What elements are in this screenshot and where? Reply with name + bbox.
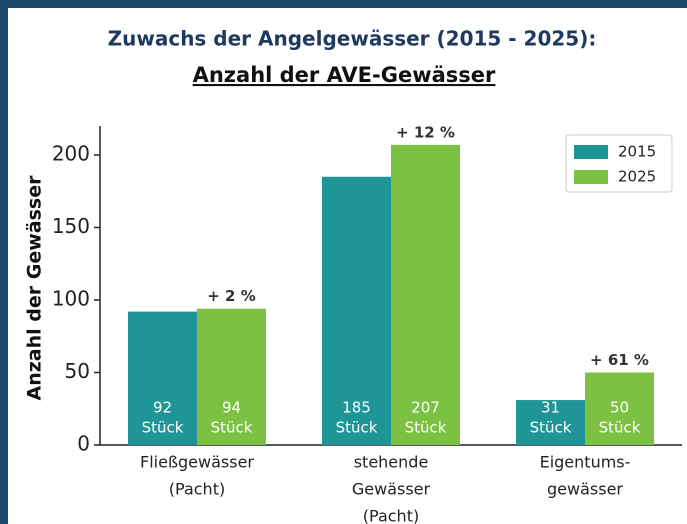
- chart-title: Zuwachs der Angelgewässer (2015 - 2025):: [108, 27, 597, 51]
- legend-label: 2025: [618, 168, 656, 186]
- y-tick-label: 200: [52, 142, 90, 166]
- y-tick-label: 100: [52, 287, 90, 311]
- annotation: + 61 %: [590, 351, 649, 369]
- value-label: 94: [222, 399, 241, 417]
- value-label: 50: [610, 399, 629, 417]
- bar: [516, 400, 585, 445]
- x-tick-label: (Pacht): [363, 507, 419, 524]
- x-tick-label: Eigentums-: [540, 453, 631, 472]
- x-tick-label: gewässer: [547, 480, 623, 499]
- bar: [585, 372, 654, 445]
- x-tick-label: stehende: [354, 453, 429, 472]
- y-tick-label: 150: [52, 214, 90, 238]
- bar: [128, 311, 197, 445]
- value-label: Stück: [336, 419, 378, 437]
- value-label: Stück: [405, 419, 447, 437]
- legend-swatch: [574, 145, 608, 159]
- y-tick-label: 50: [65, 359, 90, 383]
- x-tick-label: (Pacht): [169, 480, 225, 499]
- y-tick-label: 0: [77, 432, 90, 456]
- value-label: 92: [153, 399, 172, 417]
- annotation: + 2 %: [207, 287, 255, 305]
- value-label: Stück: [142, 419, 184, 437]
- y-axis-label: Anzahl der Gewässer: [24, 175, 46, 401]
- bar: [197, 308, 266, 445]
- x-tick-label: Gewässer: [352, 480, 431, 499]
- chart-subtitle: Anzahl der AVE-Gewässer: [193, 63, 496, 87]
- value-label: 185: [342, 399, 371, 417]
- frame-left: [0, 0, 8, 524]
- value-label: Stück: [599, 419, 641, 437]
- value-label: Stück: [530, 419, 572, 437]
- bar: [322, 176, 391, 445]
- bar: [391, 144, 460, 445]
- annotation: + 12 %: [396, 123, 455, 141]
- x-tick-label: Fließgewässer: [140, 453, 254, 472]
- legend-swatch: [574, 170, 608, 184]
- frame-top: [0, 0, 687, 8]
- legend-label: 2015: [618, 143, 656, 161]
- value-label: 207: [411, 399, 440, 417]
- value-label: Stück: [211, 419, 253, 437]
- value-label: 31: [541, 399, 560, 417]
